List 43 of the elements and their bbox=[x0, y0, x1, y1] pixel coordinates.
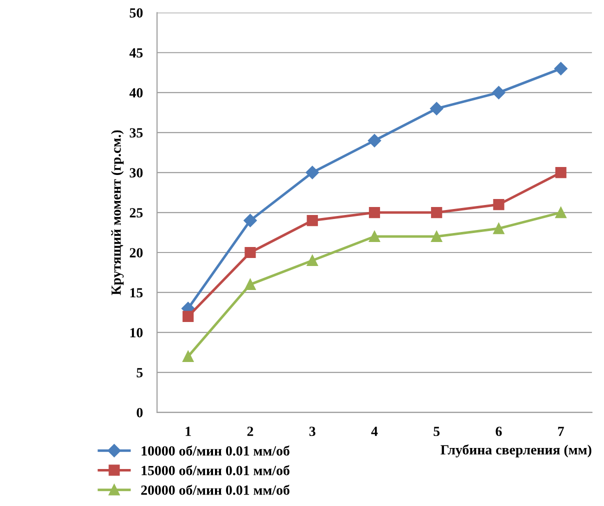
x-tick-label: 6 bbox=[496, 426, 502, 436]
y-tick-label: 30 bbox=[130, 168, 143, 178]
point bbox=[244, 278, 256, 290]
point bbox=[555, 166, 566, 178]
y-tick-label: 10 bbox=[130, 328, 143, 338]
point bbox=[555, 206, 566, 218]
y-axis-title: Крутящий момент (гр.см.) bbox=[111, 130, 124, 296]
legend-label: 20000 об/мин 0.01 мм/об bbox=[141, 484, 290, 495]
x-tick-label: 7 bbox=[558, 426, 564, 436]
point bbox=[430, 102, 444, 116]
x-axis-title: Глубина сверления (мм) bbox=[440, 444, 592, 458]
point bbox=[306, 254, 318, 266]
point bbox=[554, 62, 568, 76]
point bbox=[182, 350, 194, 362]
y-tick-label: 50 bbox=[130, 8, 143, 18]
point bbox=[368, 134, 382, 148]
y-tick-label: 40 bbox=[129, 88, 143, 98]
legend-label: 10000 об/мин 0.01 мм/об bbox=[142, 446, 290, 456]
x-tick-label: 2 bbox=[247, 426, 254, 436]
y-tick-label: 5 bbox=[136, 368, 143, 378]
y-tick-label: 35 bbox=[130, 128, 143, 138]
point bbox=[368, 206, 380, 218]
x-tick-label: 3 bbox=[309, 426, 316, 436]
point bbox=[182, 310, 194, 322]
y-tick-label: 15 bbox=[130, 288, 143, 298]
legend-label: 15000 об/мин 0.01 мм/об bbox=[142, 465, 290, 476]
point bbox=[431, 206, 442, 218]
y-tick-label: 20 bbox=[130, 248, 143, 258]
point bbox=[368, 230, 380, 242]
x-tick-label: 4 bbox=[371, 426, 378, 436]
x-tick-label: 5 bbox=[434, 426, 440, 436]
point bbox=[431, 230, 442, 242]
x-tick-label: 1 bbox=[186, 426, 191, 436]
point bbox=[244, 246, 256, 258]
point bbox=[244, 214, 257, 228]
point bbox=[306, 214, 318, 226]
y-tick-label: 25 bbox=[130, 208, 143, 218]
point bbox=[493, 198, 504, 210]
point bbox=[493, 222, 504, 234]
point bbox=[306, 166, 319, 180]
y-tick-label: 0 bbox=[136, 408, 143, 418]
y-tick-label: 45 bbox=[129, 48, 143, 58]
point bbox=[492, 86, 506, 100]
